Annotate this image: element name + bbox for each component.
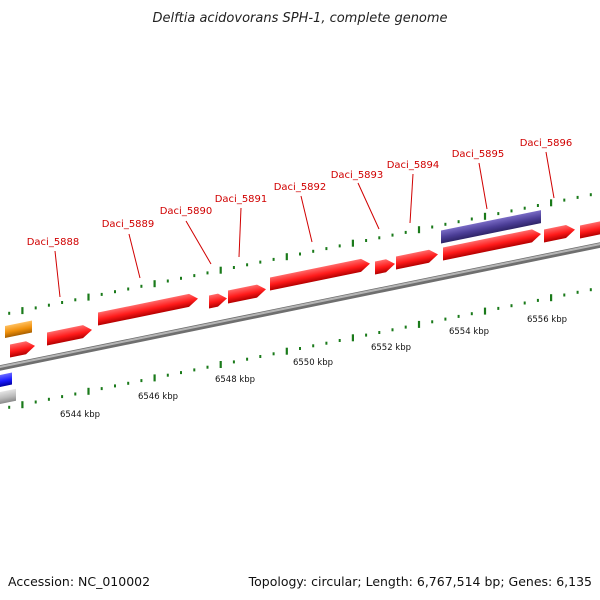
- scale-labels: 6544 kbp 6546 kbp 6548 kbp 6550 kbp 6552 kbp…: [60, 315, 567, 420]
- gene-arrow[interactable]: [98, 292, 198, 326]
- gene-label[interactable]: Daci_5891: [215, 194, 268, 205]
- blue-feature[interactable]: [0, 372, 12, 389]
- leader-line: [478, 162, 488, 210]
- label-leader-lines: [54, 151, 555, 298]
- gene-arrow[interactable]: [10, 339, 35, 358]
- genome-summary-text: Topology: circular; Length: 6,767,514 bp…: [248, 574, 592, 589]
- gene-arrow[interactable]: [270, 257, 370, 291]
- leader-line: [54, 250, 61, 298]
- gene-arrow[interactable]: [580, 217, 600, 239]
- gene-arrow[interactable]: [209, 292, 227, 309]
- gene-arrow[interactable]: [443, 228, 541, 261]
- scale-label: 6550 kbp: [293, 358, 333, 368]
- gene-arrow[interactable]: [544, 223, 575, 243]
- rna-feature[interactable]: [441, 210, 541, 244]
- gene-arrow[interactable]: [375, 257, 395, 275]
- scale-label: 6552 kbp: [371, 343, 411, 353]
- leader-line: [357, 182, 380, 230]
- orange-feature[interactable]: [5, 320, 32, 338]
- gene-label[interactable]: Daci_5889: [102, 219, 155, 230]
- scale-label: 6556 kbp: [527, 315, 567, 325]
- leader-line: [128, 233, 141, 279]
- leader-line: [409, 173, 414, 224]
- gene-label[interactable]: Daci_5893: [331, 170, 384, 181]
- leader-line: [238, 207, 242, 258]
- gene-label[interactable]: Daci_5896: [520, 138, 573, 149]
- gene-label[interactable]: Daci_5888: [27, 237, 80, 248]
- leader-line: [185, 220, 212, 265]
- gene-arrow[interactable]: [396, 248, 438, 270]
- gene-label[interactable]: Daci_5892: [274, 182, 327, 193]
- backbone-highlight: [0, 243, 600, 368]
- leader-line: [300, 195, 313, 243]
- feature-track: [0, 210, 600, 406]
- leader-line: [545, 151, 555, 199]
- gene-label[interactable]: Daci_5895: [452, 149, 505, 160]
- scale-label: 6546 kbp: [138, 392, 178, 402]
- scale-label: 6544 kbp: [60, 410, 100, 420]
- gene-arrow[interactable]: [47, 323, 92, 346]
- map-title: Delftia acidovorans SPH-1, complete geno…: [152, 11, 447, 26]
- scale-label: 6554 kbp: [449, 327, 489, 337]
- gene-arrow[interactable]: [228, 283, 266, 304]
- genome-backbone: [0, 242, 600, 371]
- grey-feature[interactable]: [0, 388, 16, 406]
- gene-label[interactable]: Daci_5890: [160, 206, 213, 217]
- dotted-tick-tracks: [8, 193, 592, 409]
- accession-text: Accession: NC_010002: [8, 574, 150, 589]
- gene-label[interactable]: Daci_5894: [387, 160, 440, 171]
- scale-label: 6548 kbp: [215, 375, 255, 385]
